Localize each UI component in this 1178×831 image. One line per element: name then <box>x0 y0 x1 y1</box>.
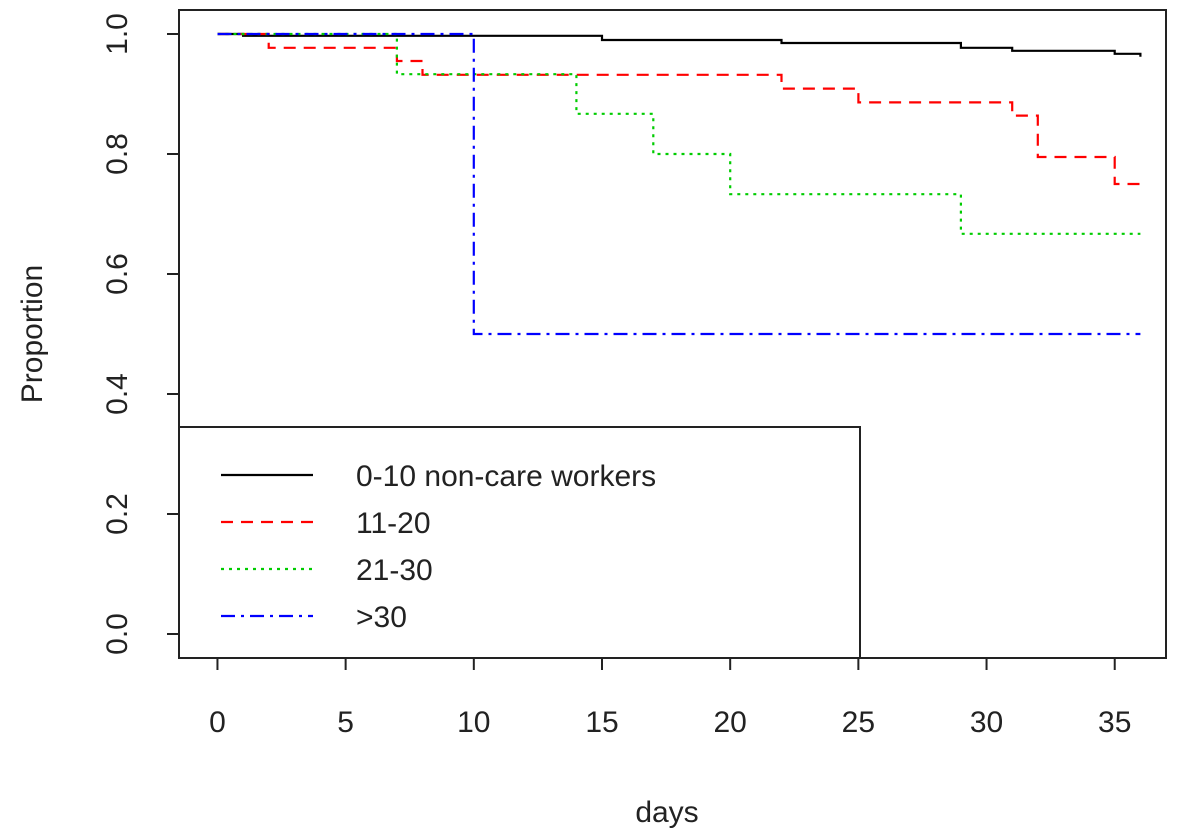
legend-label-2: 11-20 <box>356 507 431 540</box>
x-tick-label-20: 20 <box>713 706 746 739</box>
y-tick-label-5: 1.0 <box>101 13 134 55</box>
legend-label-3: 21-30 <box>356 554 433 587</box>
y-tick-label-3: 0.6 <box>101 253 134 295</box>
x-tick-label-10: 10 <box>457 706 490 739</box>
y-tick-label-2: 0.4 <box>101 373 134 415</box>
x-axis-title: days <box>635 796 698 829</box>
y-tick-label-1: 0.2 <box>101 493 134 535</box>
y-axis: 0.0 0.2 0.4 0.6 0.8 1.0 <box>101 13 180 655</box>
x-tick-label-15: 15 <box>585 706 618 739</box>
series-line-1 <box>217 32 1142 57</box>
series-line-2 <box>217 32 1141 186</box>
x-tick-label-0: 0 <box>209 706 226 739</box>
y-tick-label-0: 0.0 <box>101 613 134 655</box>
y-tick-label-4: 0.8 <box>101 133 134 175</box>
x-tick-label-35: 35 <box>1098 706 1131 739</box>
legend: 0-10 non-care workers 11-20 21-30 >30 <box>178 426 861 659</box>
series-line-4 <box>217 32 1141 336</box>
legend-box <box>178 426 861 659</box>
series-line-3 <box>217 32 1141 235</box>
x-tick-label-30: 30 <box>970 706 1003 739</box>
plot-series <box>217 32 1142 336</box>
x-tick-label-5: 5 <box>337 706 354 739</box>
y-axis-title: Proportion <box>16 265 49 403</box>
x-axis: 0 5 10 15 20 25 30 35 <box>209 657 1131 739</box>
legend-label-1: 0-10 non-care workers <box>356 460 656 493</box>
legend-label-4: >30 <box>356 601 407 634</box>
x-tick-label-25: 25 <box>842 706 875 739</box>
